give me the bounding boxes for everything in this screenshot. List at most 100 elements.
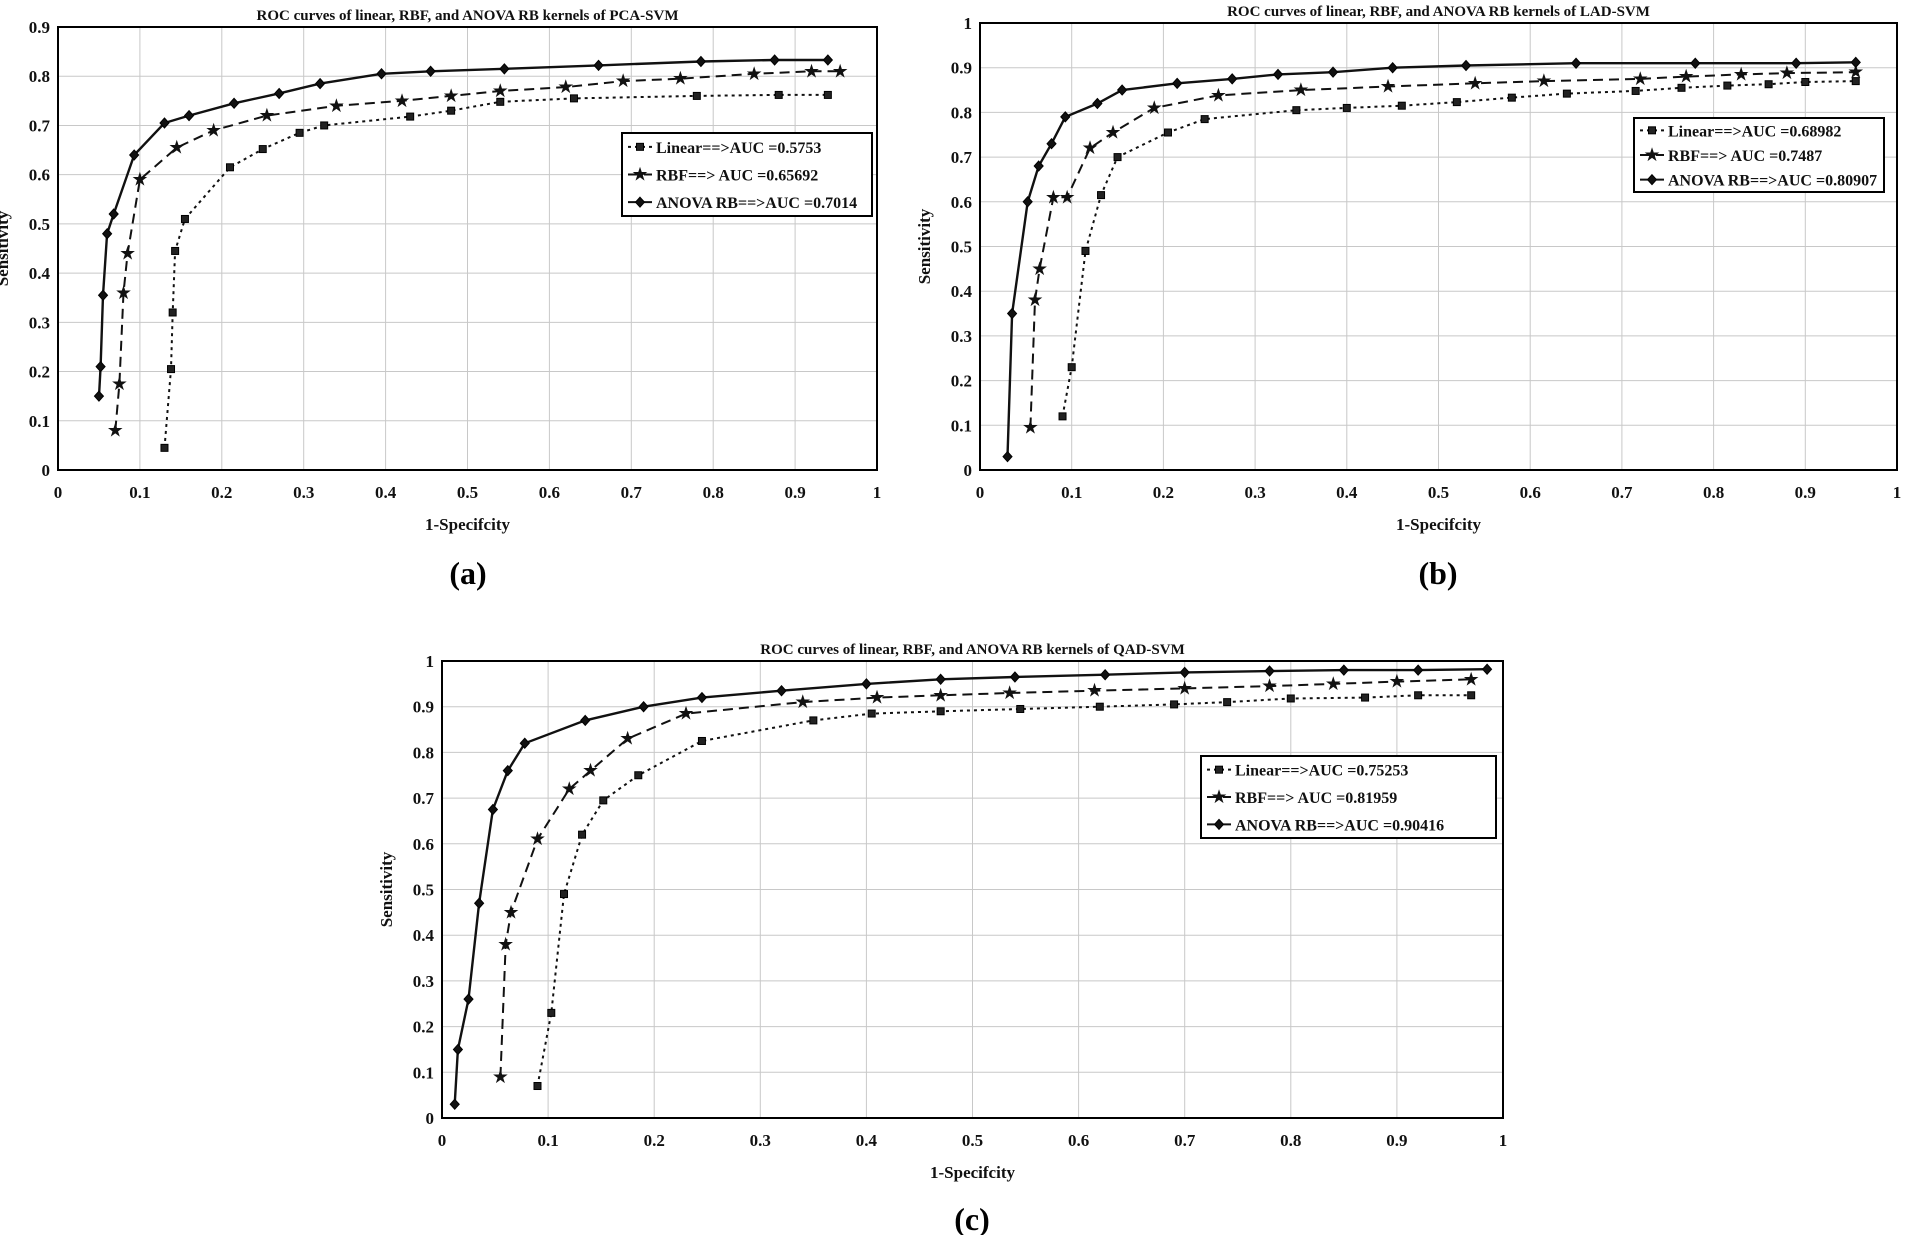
x-tick-label: 0.1 [129, 483, 150, 502]
data-point [1412, 664, 1424, 676]
series-line [499, 678, 1472, 1077]
y-tick-label: 0.6 [951, 193, 972, 212]
data-point: ★ [1045, 186, 1062, 208]
data-point [1570, 57, 1582, 69]
legend-marker [1648, 126, 1656, 135]
x-tick-label: 0.4 [1336, 483, 1358, 502]
x-tick-label: 0.4 [856, 1131, 878, 1150]
data-point [1387, 61, 1398, 74]
data-point [1327, 66, 1339, 78]
data-point [228, 97, 240, 110]
y-tick-label: 0.9 [29, 18, 50, 37]
legend-entry: RBF==> AUC =0.65692 [656, 168, 818, 185]
data-point [1467, 691, 1476, 700]
x-tick-label: 0.2 [1153, 483, 1174, 502]
data-point [1452, 98, 1461, 107]
data-point [1272, 68, 1284, 81]
data-point [1022, 196, 1033, 208]
data-point [1002, 450, 1013, 463]
data-point [638, 700, 649, 713]
x-axis-label: 1-Specifcity [425, 515, 510, 534]
data-point: ★ [1104, 122, 1121, 144]
x-tick-label: 0.5 [457, 483, 478, 502]
data-point [1081, 246, 1090, 255]
data-point [1801, 78, 1810, 87]
data-point [258, 145, 267, 154]
x-tick-label: 1 [873, 483, 882, 502]
data-point [1631, 86, 1640, 95]
x-tick-label: 0.7 [1611, 483, 1633, 502]
data-point [1116, 84, 1128, 96]
plot-frame [57, 26, 878, 471]
data-point [167, 365, 176, 374]
panel-caption: (b) [1418, 555, 1457, 591]
data-point: ★ [678, 703, 695, 725]
x-tick-label: 0.8 [1280, 1131, 1301, 1150]
x-tick-label: 1 [1893, 483, 1902, 502]
data-point [314, 77, 326, 90]
data-point [599, 796, 608, 805]
x-tick-label: 0.9 [784, 483, 805, 502]
x-tick-label: 0.8 [1703, 483, 1724, 502]
data-point: ★ [615, 70, 632, 92]
data-point [519, 737, 530, 750]
data-point [593, 59, 604, 72]
y-tick-label: 0.6 [413, 835, 434, 854]
data-point [774, 90, 783, 99]
data-point [533, 1082, 542, 1091]
x-tick-label: 0.6 [1068, 1131, 1089, 1150]
y-axis-label: Sensitivity [0, 210, 12, 286]
y-tick-label: 0.5 [413, 881, 434, 900]
series-line [97, 58, 828, 397]
y-tick-label: 0 [964, 461, 973, 480]
data-point [449, 1098, 460, 1111]
data-point: ★ [1325, 673, 1342, 695]
data-point: ★ [561, 778, 578, 800]
data-point: ★ [1031, 258, 1048, 280]
legend-box [1200, 755, 1497, 839]
data-point [692, 91, 701, 100]
legend-entry: ANOVA RB==>AUC =0.7014 [656, 195, 857, 212]
data-point [1060, 111, 1071, 123]
legend-marker [1213, 818, 1225, 831]
data-point: ★ [1463, 668, 1480, 690]
data-point: ★ [1292, 79, 1309, 101]
data-point [452, 1043, 464, 1056]
x-tick-label: 0.5 [962, 1131, 983, 1150]
data-point: ★ [582, 760, 599, 782]
x-tick-label: 0 [438, 1131, 447, 1150]
data-point [128, 149, 140, 161]
data-point [1361, 693, 1370, 702]
x-tick-label: 0.9 [1795, 483, 1816, 502]
series-line [536, 694, 1472, 1087]
data-point [547, 1008, 556, 1017]
data-point: ★ [1176, 677, 1193, 699]
x-tick-label: 0.3 [750, 1131, 771, 1150]
y-tick-label: 0.5 [951, 238, 972, 257]
data-point: ★ [529, 828, 546, 850]
data-point [1099, 668, 1111, 681]
data-point [1850, 56, 1861, 69]
data-point [1562, 89, 1571, 98]
data-point [160, 443, 169, 452]
x-tick-label: 0.7 [1174, 1131, 1196, 1150]
y-tick-label: 0.1 [29, 412, 50, 431]
data-point: ★ [1632, 68, 1649, 90]
data-point [406, 112, 415, 121]
y-tick-label: 0.2 [951, 372, 972, 391]
legend-entry: ANOVA RB==>AUC =0.80907 [1668, 173, 1877, 190]
data-point: ★ [1778, 62, 1795, 84]
data-point [487, 803, 499, 816]
data-point [1264, 665, 1275, 677]
data-point [1338, 664, 1350, 676]
x-tick-label: 0.3 [1244, 483, 1265, 502]
data-point [861, 678, 872, 690]
x-tick-label: 0.1 [1061, 483, 1082, 502]
data-point [1227, 73, 1238, 85]
data-point [1481, 663, 1493, 675]
y-tick-label: 0.3 [413, 972, 434, 991]
data-point: ★ [1086, 680, 1103, 702]
y-tick-label: 1 [426, 652, 435, 671]
data-point: ★ [393, 90, 410, 112]
